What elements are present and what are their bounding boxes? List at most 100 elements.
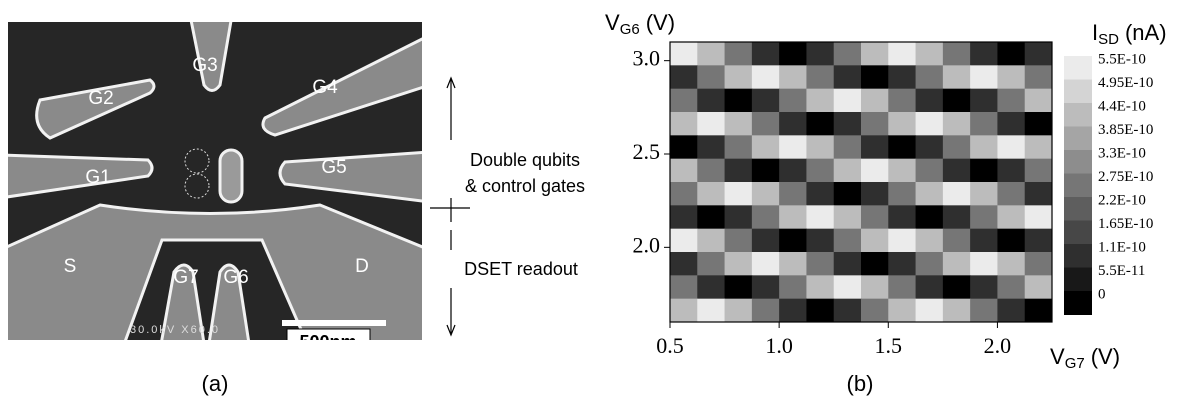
heat-cell [943,275,971,299]
heat-cell [806,159,834,183]
heat-cell [916,42,944,66]
heat-cell [997,112,1025,136]
colorbar-title: ISD(nA) [1092,20,1167,48]
heat-cell [670,89,698,113]
colorbar-label: 3.3E-10 [1098,145,1146,161]
heat-cell [861,252,889,276]
heat-cell [1025,42,1053,66]
x-tick-label: 0.5 [656,333,684,358]
heat-cell [861,299,889,323]
heat-cell [670,205,698,229]
heat-cell [806,42,834,66]
heat-cell [806,89,834,113]
heat-cell [697,89,725,113]
heat-cell [916,229,944,253]
colorbar-swatch [1064,291,1092,315]
heat-cell [970,299,998,323]
heat-cell [779,252,807,276]
heat-cell [697,299,725,323]
heat-cell [1025,205,1053,229]
colorbar-title-unit: (nA) [1125,20,1167,45]
heat-cell [806,65,834,89]
heat-cell [670,65,698,89]
y-tick-label: 2.5 [633,139,661,164]
heat-cell [1025,112,1053,136]
heat-cell [752,112,780,136]
colorbar-swatch [1064,103,1092,127]
x-axis-title: VG7(V) [1050,344,1120,372]
x-tick-label: 1.5 [875,333,903,358]
heat-cell [834,299,862,323]
heat-cell [970,229,998,253]
x-axis-title-unit: (V) [1091,344,1120,369]
heat-cell [970,275,998,299]
y-tick-label: 2.0 [633,232,661,257]
x-tick-label: 1.0 [765,333,793,358]
scale-bar [282,320,386,326]
heat-cell [943,135,971,159]
heat-cell [943,42,971,66]
heat-cell [834,112,862,136]
heat-cell [834,229,862,253]
heat-cell [779,159,807,183]
colorbar-swatch [1064,56,1092,80]
heat-cell [834,89,862,113]
heat-cell [779,135,807,159]
heat-cell [997,252,1025,276]
heat-cell [806,135,834,159]
heat-cell [779,112,807,136]
heat-cell [970,159,998,183]
heat-cell [997,275,1025,299]
heat-cell [916,205,944,229]
gate-label: G4 [312,77,338,98]
heat-cell [725,42,753,66]
heat-cell [806,252,834,276]
heat-cell [943,205,971,229]
heat-cell [1025,89,1053,113]
heat-cell [752,65,780,89]
heat-cell [861,182,889,206]
y-axis-title-main: V [605,10,620,35]
drain-label: D [355,256,369,277]
panel-caption: (a) [202,371,229,396]
heat-cell [725,135,753,159]
heat-cell [752,159,780,183]
heat-cell [861,112,889,136]
heat-cell [779,89,807,113]
heat-cell [970,182,998,206]
heat-cell [670,42,698,66]
heat-cell [752,42,780,66]
colorbar-label: 4.4E-10 [1098,98,1146,114]
heat-cell [752,252,780,276]
heat-cell [970,135,998,159]
heat-cell [806,299,834,323]
heat-cell [752,89,780,113]
heat-cell [834,252,862,276]
heat-cell [997,299,1025,323]
heat-cell [943,159,971,183]
heat-cell [725,299,753,323]
heat-cell [697,159,725,183]
heat-cell [834,159,862,183]
heat-cell [752,299,780,323]
colorbar-label: 3.85E-10 [1098,122,1153,138]
heat-cell [697,135,725,159]
heat-cell [725,275,753,299]
heat-cell [997,205,1025,229]
heat-cell [888,299,916,323]
colorbar-label: 0 [1098,286,1106,302]
heat-cell [752,182,780,206]
heat-cell [834,275,862,299]
heat-cell [916,182,944,206]
heat-cell [806,182,834,206]
y-axis-title-unit: (V) [646,10,675,35]
heat-cell [916,135,944,159]
gate-label: G6 [223,267,248,288]
gate-label: G3 [192,55,217,76]
heat-cell [1025,159,1053,183]
heat-cell [888,182,916,206]
heat-cell [888,275,916,299]
heat-cell [806,275,834,299]
y-axis-title: VG6(V) [605,10,675,38]
colorbar-label: 2.2E-10 [1098,192,1146,208]
